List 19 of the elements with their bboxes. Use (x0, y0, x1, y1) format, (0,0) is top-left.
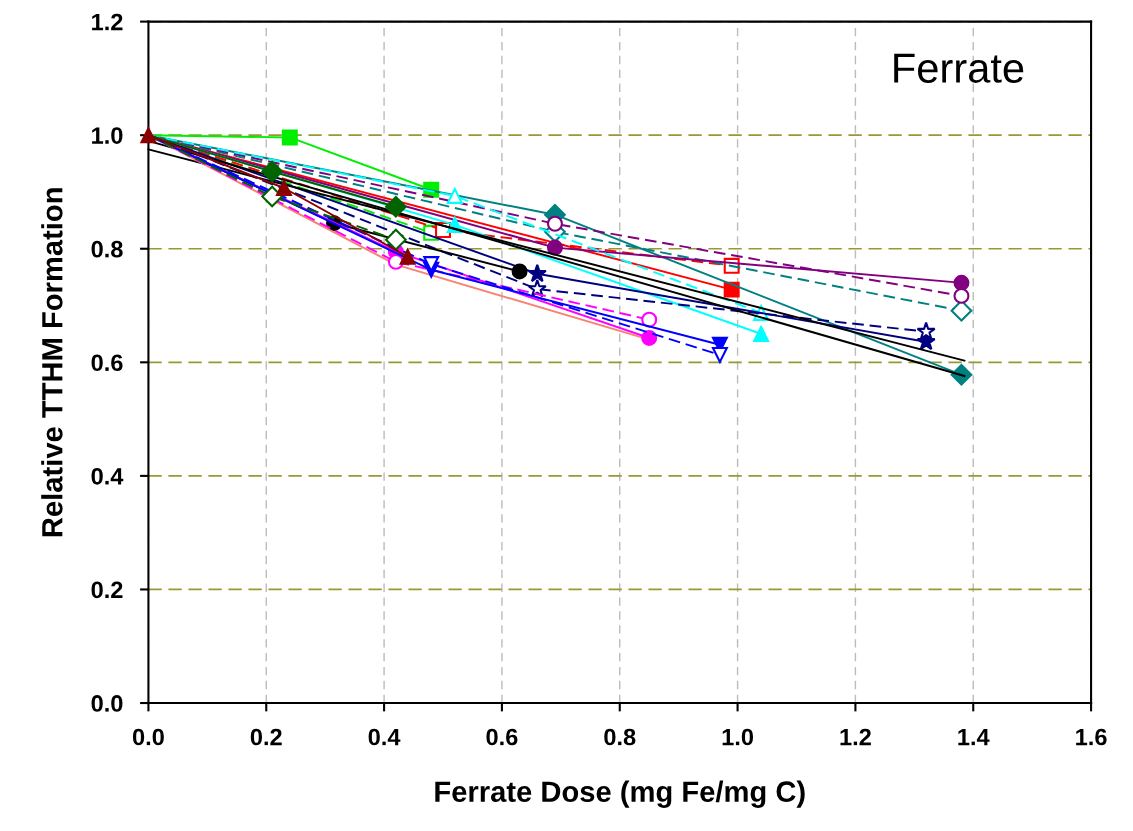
y-tick-label: 1.2 (92, 13, 123, 31)
x-tick-label: 0.2 (250, 728, 282, 746)
x-tick-label: 0.6 (486, 728, 518, 746)
y-axis-title: Relative TTHM Formation (41, 188, 63, 537)
y-tick-label: 0.0 (91, 695, 123, 712)
y-tick-label: 0.8 (91, 240, 123, 258)
y-tick-label: 0.2 (91, 581, 123, 599)
y-tick-label: 1.0 (92, 127, 123, 144)
x-tick-label: 0.0 (132, 728, 164, 746)
y-tick-label: 0.6 (91, 354, 123, 372)
x-tick-label: 1.2 (840, 728, 871, 746)
x-tick-label: 1.0 (722, 728, 754, 746)
y-tick-label: 0.4 (91, 467, 124, 485)
x-axis-title: Ferrate Dose (mg Fe/mg C) (435, 780, 805, 808)
x-tick-label: 1.6 (1076, 728, 1107, 746)
annotation: Ferrate (894, 53, 1024, 83)
x-tick-label: 1.4 (958, 728, 990, 746)
x-tick-label: 0.8 (604, 728, 636, 746)
x-tick-label: 0.4 (368, 728, 401, 746)
